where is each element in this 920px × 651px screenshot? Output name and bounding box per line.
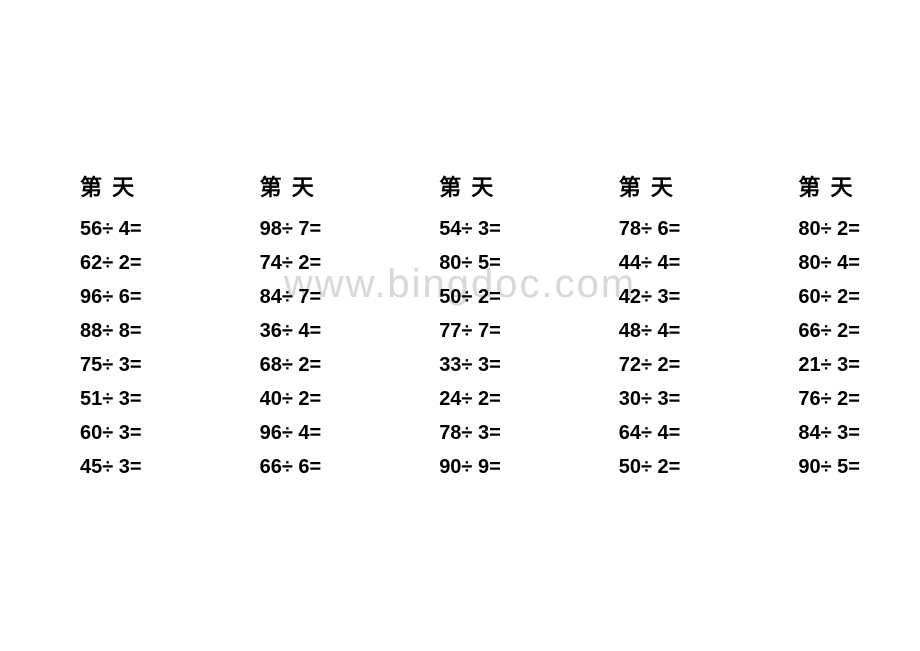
math-problem: 72÷ 2= xyxy=(619,348,681,382)
math-problem: 42÷ 3= xyxy=(619,280,681,314)
column-header: 第 天 xyxy=(439,170,501,202)
column-5: 第 天 80÷ 2= 80÷ 4= 60÷ 2= 66÷ 2= 21÷ 3= 7… xyxy=(798,170,860,484)
math-problem: 84÷ 7= xyxy=(260,280,322,314)
math-problem: 75÷ 3= xyxy=(80,348,142,382)
math-problem: 50÷ 2= xyxy=(439,280,501,314)
column-header: 第 天 xyxy=(80,170,142,202)
column-3: 第 天 54÷ 3= 80÷ 5= 50÷ 2= 77÷ 7= 33÷ 3= 2… xyxy=(439,170,501,484)
math-problem: 96÷ 4= xyxy=(260,416,322,450)
math-problem: 45÷ 3= xyxy=(80,450,142,484)
math-problem: 56÷ 4= xyxy=(80,212,142,246)
math-problem: 60÷ 3= xyxy=(80,416,142,450)
worksheet-content: 第 天 56÷ 4= 62÷ 2= 96÷ 6= 88÷ 8= 75÷ 3= 5… xyxy=(80,170,860,484)
math-problem: 66÷ 6= xyxy=(260,450,322,484)
math-problem: 90÷ 9= xyxy=(439,450,501,484)
math-problem: 88÷ 8= xyxy=(80,314,142,348)
math-problem: 80÷ 2= xyxy=(798,212,860,246)
math-problem: 84÷ 3= xyxy=(798,416,860,450)
math-problem: 80÷ 5= xyxy=(439,246,501,280)
math-problem: 48÷ 4= xyxy=(619,314,681,348)
math-problem: 78÷ 6= xyxy=(619,212,681,246)
math-problem: 74÷ 2= xyxy=(260,246,322,280)
math-problem: 24÷ 2= xyxy=(439,382,501,416)
math-problem: 62÷ 2= xyxy=(80,246,142,280)
column-header: 第 天 xyxy=(260,170,322,202)
math-problem: 36÷ 4= xyxy=(260,314,322,348)
column-header: 第 天 xyxy=(798,170,860,202)
column-header: 第 天 xyxy=(619,170,681,202)
column-1: 第 天 56÷ 4= 62÷ 2= 96÷ 6= 88÷ 8= 75÷ 3= 5… xyxy=(80,170,142,484)
math-problem: 21÷ 3= xyxy=(798,348,860,382)
math-problem: 51÷ 3= xyxy=(80,382,142,416)
math-problem: 60÷ 2= xyxy=(798,280,860,314)
math-problem: 54÷ 3= xyxy=(439,212,501,246)
math-problem: 96÷ 6= xyxy=(80,280,142,314)
math-problem: 66÷ 2= xyxy=(798,314,860,348)
math-problem: 44÷ 4= xyxy=(619,246,681,280)
math-problem: 40÷ 2= xyxy=(260,382,322,416)
math-problem: 64÷ 4= xyxy=(619,416,681,450)
column-2: 第 天 98÷ 7= 74÷ 2= 84÷ 7= 36÷ 4= 68÷ 2= 4… xyxy=(260,170,322,484)
math-problem: 33÷ 3= xyxy=(439,348,501,382)
math-problem: 80÷ 4= xyxy=(798,246,860,280)
math-problem: 30÷ 3= xyxy=(619,382,681,416)
math-problem: 90÷ 5= xyxy=(798,450,860,484)
math-problem: 76÷ 2= xyxy=(798,382,860,416)
math-problem: 78÷ 3= xyxy=(439,416,501,450)
math-problem: 68÷ 2= xyxy=(260,348,322,382)
math-problem: 77÷ 7= xyxy=(439,314,501,348)
column-4: 第 天 78÷ 6= 44÷ 4= 42÷ 3= 48÷ 4= 72÷ 2= 3… xyxy=(619,170,681,484)
math-problem: 50÷ 2= xyxy=(619,450,681,484)
math-problem: 98÷ 7= xyxy=(260,212,322,246)
